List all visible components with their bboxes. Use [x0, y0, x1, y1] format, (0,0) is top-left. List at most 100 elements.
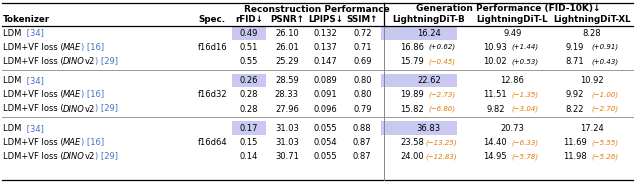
Text: ) [29]: ) [29] — [95, 152, 118, 161]
Text: 16.86: 16.86 — [400, 43, 424, 52]
Text: (+0.91): (+0.91) — [591, 44, 618, 50]
Text: 8.22: 8.22 — [566, 104, 584, 114]
Text: 11.51: 11.51 — [483, 90, 507, 99]
Text: 0.147: 0.147 — [314, 57, 337, 66]
Text: (−3.04): (−3.04) — [511, 106, 539, 112]
Text: LDM+VF loss (: LDM+VF loss ( — [3, 57, 63, 66]
Text: f16d64: f16d64 — [198, 138, 227, 147]
Text: 0.79: 0.79 — [353, 104, 372, 114]
Text: MAE: MAE — [63, 90, 81, 99]
Text: 14.95: 14.95 — [483, 152, 507, 161]
Text: 20.73: 20.73 — [500, 124, 524, 133]
Text: 26.10: 26.10 — [275, 29, 299, 37]
Text: f16d16: f16d16 — [198, 43, 227, 52]
Text: DINO: DINO — [63, 57, 85, 66]
Bar — [232, 26, 266, 40]
Text: ) [16]: ) [16] — [81, 90, 104, 99]
Text: 16.24: 16.24 — [417, 29, 441, 37]
Text: 9.92: 9.92 — [566, 90, 584, 99]
Text: DINO: DINO — [63, 152, 85, 161]
Text: (−6.33): (−6.33) — [511, 139, 539, 146]
Text: 12.86: 12.86 — [500, 76, 524, 85]
Text: 0.091: 0.091 — [314, 90, 337, 99]
Text: 0.49: 0.49 — [240, 29, 259, 37]
Text: Generation Performance (FID-10K)↓: Generation Performance (FID-10K)↓ — [417, 5, 601, 13]
Text: v2: v2 — [85, 152, 95, 161]
Text: LDM+VF loss (: LDM+VF loss ( — [3, 104, 63, 114]
Text: 26.01: 26.01 — [275, 43, 299, 52]
Text: (−0.45): (−0.45) — [428, 58, 455, 65]
Text: 25.29: 25.29 — [275, 57, 299, 66]
Text: 8.71: 8.71 — [565, 57, 584, 66]
Text: 0.80: 0.80 — [353, 90, 372, 99]
Text: (−1.35): (−1.35) — [511, 92, 539, 98]
Text: 0.055: 0.055 — [314, 124, 337, 133]
Text: 0.87: 0.87 — [353, 138, 372, 147]
Text: ) [16]: ) [16] — [81, 138, 104, 147]
Text: (+0.53): (+0.53) — [511, 58, 539, 65]
Text: 27.96: 27.96 — [275, 104, 299, 114]
Text: 36.83: 36.83 — [417, 124, 441, 133]
Text: (−2.70): (−2.70) — [591, 106, 618, 112]
Text: 0.14: 0.14 — [240, 152, 259, 161]
Text: ) [16]: ) [16] — [81, 43, 104, 52]
Text: (+1.44): (+1.44) — [511, 44, 539, 50]
Text: [34]: [34] — [24, 29, 44, 37]
Text: PSNR↑: PSNR↑ — [270, 15, 304, 23]
Text: 0.80: 0.80 — [353, 76, 372, 85]
Text: LDM: LDM — [3, 29, 24, 37]
Text: (−1.00): (−1.00) — [591, 92, 618, 98]
Text: 0.17: 0.17 — [240, 124, 259, 133]
Text: 0.87: 0.87 — [353, 152, 372, 161]
Text: LDM+VF loss (: LDM+VF loss ( — [3, 90, 63, 99]
Text: 0.88: 0.88 — [353, 124, 372, 133]
Text: (+0.62): (+0.62) — [428, 44, 455, 50]
Text: 10.92: 10.92 — [580, 76, 604, 85]
Text: 0.132: 0.132 — [314, 29, 337, 37]
Text: 31.03: 31.03 — [275, 138, 299, 147]
Text: 14.40: 14.40 — [483, 138, 507, 147]
Text: LDM+VF loss (: LDM+VF loss ( — [3, 43, 63, 52]
Bar — [381, 74, 456, 87]
Text: (−5.26): (−5.26) — [591, 153, 618, 160]
Text: 0.096: 0.096 — [314, 104, 337, 114]
Text: LDM: LDM — [3, 124, 24, 133]
Bar — [232, 121, 266, 135]
Text: 0.26: 0.26 — [240, 76, 259, 85]
Text: LightningDiT-L: LightningDiT-L — [476, 15, 548, 23]
Text: 15.79: 15.79 — [400, 57, 424, 66]
Bar — [381, 121, 456, 135]
Text: [34]: [34] — [24, 76, 44, 85]
Text: LightningDiT-B: LightningDiT-B — [392, 15, 465, 23]
Text: (−6.80): (−6.80) — [428, 106, 455, 112]
Text: 11.69: 11.69 — [563, 138, 587, 147]
Text: 10.02: 10.02 — [483, 57, 507, 66]
Text: LPIPS↓: LPIPS↓ — [308, 15, 343, 23]
Text: (−2.73): (−2.73) — [428, 92, 455, 98]
Text: 28.33: 28.33 — [275, 90, 299, 99]
Text: [34]: [34] — [24, 124, 44, 133]
Text: v2: v2 — [85, 57, 95, 66]
Text: 9.82: 9.82 — [486, 104, 504, 114]
Text: MAE: MAE — [63, 138, 81, 147]
Text: 15.82: 15.82 — [400, 104, 424, 114]
Text: (−5.55): (−5.55) — [591, 139, 618, 146]
Text: ) [29]: ) [29] — [95, 104, 118, 114]
Text: 8.28: 8.28 — [582, 29, 601, 37]
Text: 24.00: 24.00 — [400, 152, 424, 161]
Bar — [232, 74, 266, 87]
Text: MAE: MAE — [63, 43, 81, 52]
Text: Reconstruction Performance: Reconstruction Performance — [244, 5, 390, 13]
Text: 0.28: 0.28 — [240, 104, 259, 114]
Text: 0.137: 0.137 — [314, 43, 337, 52]
Text: (−12.83): (−12.83) — [426, 153, 458, 160]
Text: Spec.: Spec. — [199, 15, 226, 23]
Text: LDM+VF loss (: LDM+VF loss ( — [3, 152, 63, 161]
Text: 0.72: 0.72 — [353, 29, 372, 37]
Text: 9.49: 9.49 — [503, 29, 522, 37]
Text: 0.055: 0.055 — [314, 152, 337, 161]
Text: 0.15: 0.15 — [240, 138, 259, 147]
Text: 19.89: 19.89 — [400, 90, 424, 99]
Text: 0.51: 0.51 — [240, 43, 259, 52]
Text: 0.054: 0.054 — [314, 138, 337, 147]
